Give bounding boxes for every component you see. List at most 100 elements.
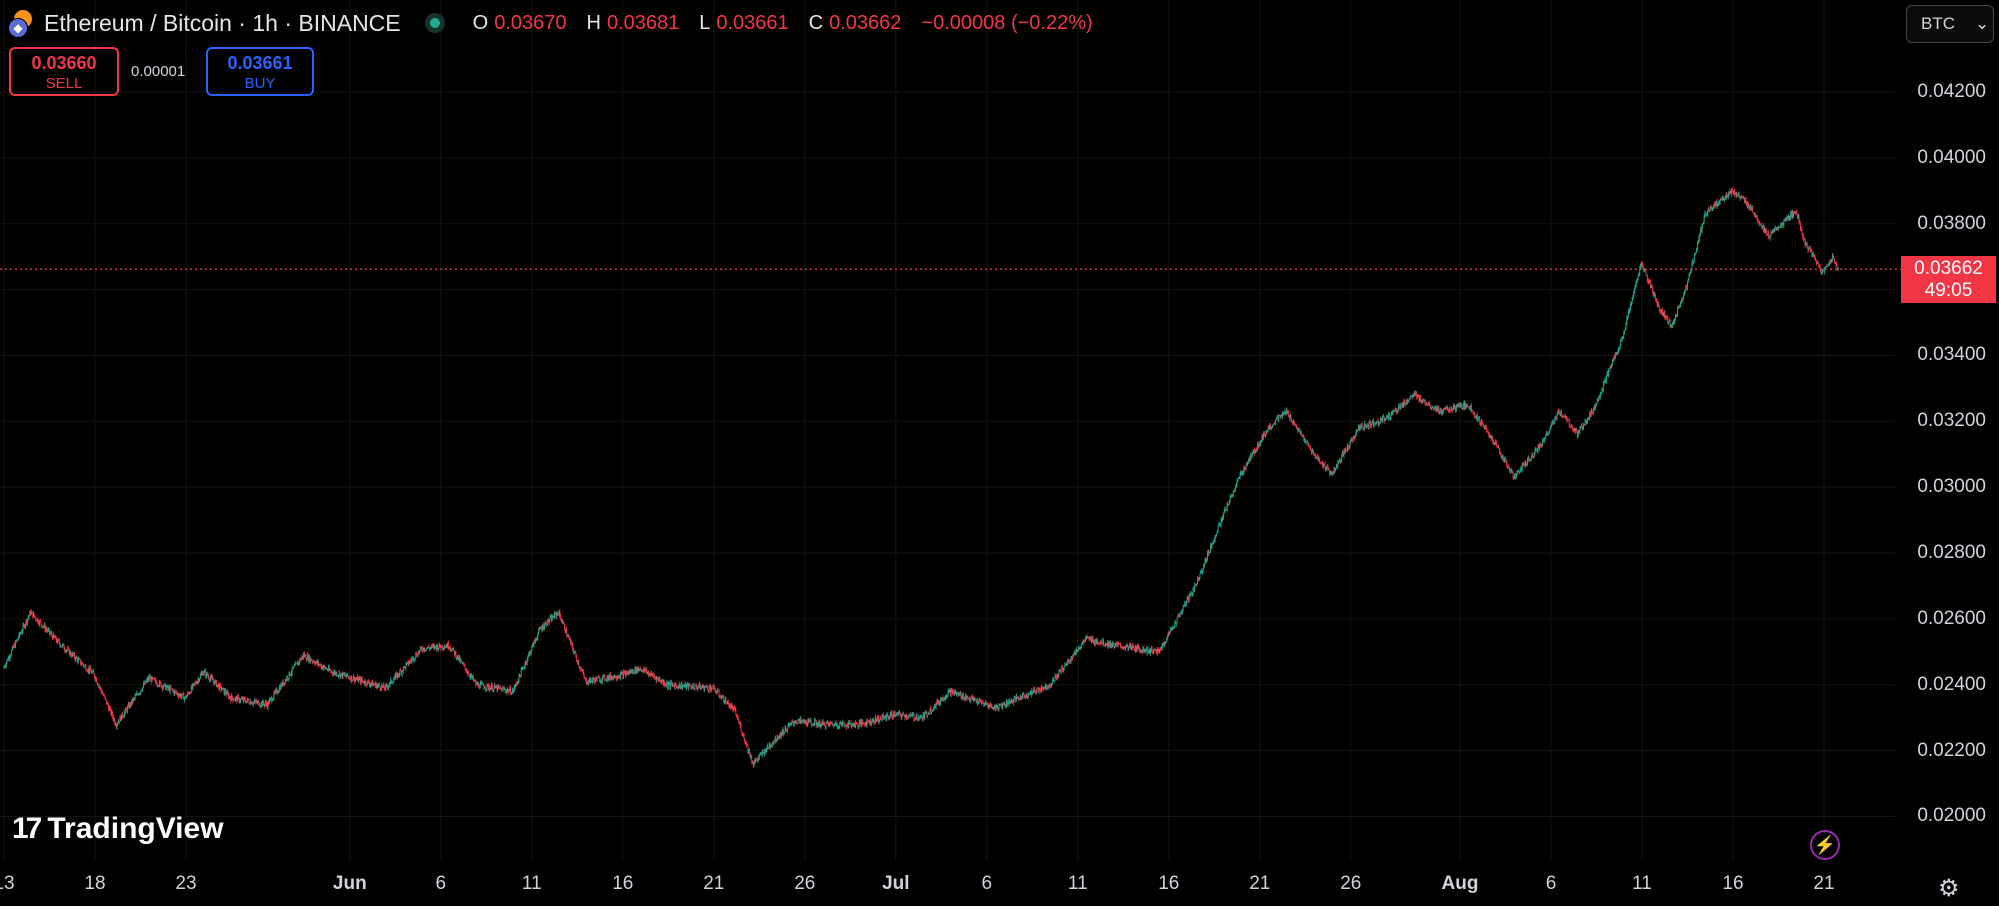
candle-body	[258, 701, 260, 706]
candle-body	[1143, 647, 1145, 652]
candle-body	[1310, 448, 1312, 450]
candle-body	[438, 643, 440, 648]
candle-body	[372, 681, 373, 687]
candle-body	[342, 672, 344, 678]
candle-body	[1405, 403, 1406, 405]
candle-body	[1017, 697, 1019, 699]
candle-body	[636, 666, 638, 673]
candle-body	[609, 674, 611, 679]
candle-body	[1293, 420, 1295, 424]
candle-body	[978, 701, 979, 704]
candle-body	[1550, 424, 1552, 429]
candle-body	[1825, 266, 1826, 270]
candle-body	[489, 687, 491, 690]
candle-body	[811, 722, 813, 725]
candle-body	[1478, 417, 1480, 419]
candle-body	[949, 689, 951, 691]
settings-gear-icon[interactable]: ⚙	[1938, 875, 1960, 902]
candle-body	[1833, 256, 1835, 261]
candle-body	[1175, 622, 1177, 624]
candle-body	[1288, 411, 1290, 417]
lightning-icon[interactable]: ⚡	[1810, 830, 1840, 860]
candle-body	[1324, 463, 1326, 469]
candle-body	[1756, 216, 1758, 220]
candle-body	[1326, 466, 1327, 471]
symbol-title[interactable]: Ethereum / Bitcoin · 1h · BINANCE	[44, 9, 401, 36]
candle-body	[1744, 199, 1746, 202]
candle-body	[182, 693, 184, 695]
tradingview-logo[interactable]: 17 TradingView	[12, 812, 224, 846]
candle-body	[130, 703, 132, 706]
candle-body	[1642, 264, 1644, 268]
candle-body	[1256, 449, 1258, 451]
buy-button[interactable]: 0.03661 BUY	[206, 47, 314, 96]
market-open-icon[interactable]	[424, 13, 445, 33]
candle-body	[1491, 438, 1493, 439]
candle-body	[584, 677, 586, 679]
candle-body	[869, 719, 871, 724]
candle-body	[1575, 429, 1577, 431]
candle-body	[540, 628, 542, 629]
candle-body	[56, 640, 58, 643]
candle-body	[621, 672, 623, 674]
candle-body	[881, 714, 883, 720]
last-price-value: 0.03662	[1914, 258, 1983, 279]
candle-body	[509, 687, 511, 691]
candle-body	[554, 613, 555, 618]
candle-body	[87, 670, 88, 672]
candle-body	[1658, 304, 1660, 307]
candle-body	[763, 752, 765, 755]
currency-dropdown[interactable]: BTC ⌄	[1906, 5, 1994, 43]
candle-body	[749, 754, 751, 758]
candle-body	[940, 699, 941, 704]
candle-body	[1329, 470, 1330, 474]
candle-body	[1135, 646, 1137, 652]
candle-body	[1473, 412, 1475, 414]
y-tick-label: 0.03800	[1917, 212, 1986, 234]
candle-body	[1048, 685, 1050, 688]
candle-body	[1522, 464, 1524, 466]
candle-body	[943, 699, 944, 700]
candle-body	[300, 658, 302, 661]
candle-body	[1345, 450, 1346, 452]
candle-body	[1299, 429, 1301, 433]
candle-body	[1080, 646, 1082, 648]
candle-body	[403, 666, 405, 672]
candle-body	[764, 749, 766, 755]
candle-body	[455, 652, 457, 659]
candle-body	[827, 722, 828, 724]
candle-body	[1820, 270, 1822, 272]
candle-body	[984, 702, 985, 707]
sell-button[interactable]: 0.03660 SELL	[9, 47, 119, 96]
candle-body	[272, 700, 273, 702]
candle-body	[1508, 466, 1509, 468]
candle-body	[1235, 487, 1236, 490]
candle-body	[334, 671, 336, 673]
candle-body	[1640, 262, 1642, 265]
candle-body	[868, 721, 869, 723]
candle-body	[1572, 429, 1574, 432]
candle-body	[1812, 253, 1814, 255]
candle-body	[420, 647, 422, 649]
candle-body	[344, 674, 346, 676]
candle-body	[1290, 414, 1292, 421]
candle-body	[1513, 477, 1515, 479]
candle-body	[1285, 411, 1286, 413]
candle-body	[955, 691, 957, 695]
candle-body	[986, 704, 988, 705]
candle-body	[39, 620, 41, 625]
candle-body	[146, 678, 148, 681]
candle-body	[1627, 311, 1629, 318]
candle-body	[1819, 265, 1820, 267]
candle-body	[1409, 397, 1411, 399]
candle-body	[1083, 640, 1085, 642]
candle-body	[1094, 640, 1096, 644]
candle-body	[173, 690, 175, 694]
candle-body	[855, 722, 857, 724]
candle-body	[1646, 275, 1647, 276]
candle-body	[119, 716, 121, 722]
candle-body	[1621, 337, 1623, 340]
candle-body	[366, 680, 368, 685]
candle-body	[303, 653, 305, 657]
